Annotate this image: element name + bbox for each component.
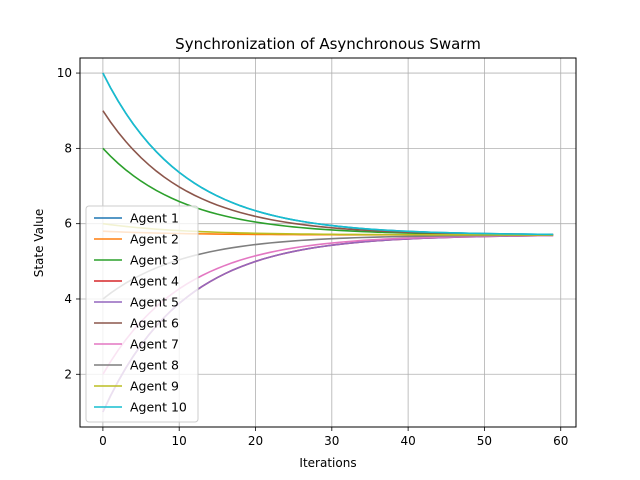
x-axis-ticks: 0 10 20 30 40 50 60 [99, 427, 568, 448]
chart-title: Synchronization of Asynchronous Swarm [175, 35, 481, 53]
x-tick-label: 30 [324, 434, 339, 448]
series-line-agent-10 [102, 72, 554, 236]
x-tick-label: 50 [477, 434, 492, 448]
y-tick-label: 8 [64, 141, 72, 155]
x-tick-label: 10 [172, 434, 187, 448]
legend: Agent 1 Agent 2 Agent 3 Agent 4 Agent 5 Agent… [85, 205, 199, 423]
y-tick-label: 10 [57, 66, 72, 80]
legend-label: Agent 7 [130, 337, 179, 352]
x-axis-label: Iterations [299, 456, 356, 470]
y-tick-label: 2 [64, 367, 72, 381]
x-tick-label: 20 [248, 434, 263, 448]
x-tick-label: 40 [400, 434, 415, 448]
legend-label: Agent 10 [130, 400, 187, 415]
x-tick-label: 60 [553, 434, 568, 448]
legend-label: Agent 6 [130, 316, 179, 331]
y-axis-label: State Value [32, 209, 46, 278]
legend-label: Agent 5 [130, 295, 179, 310]
legend-label: Agent 8 [130, 358, 179, 373]
legend-label: Agent 9 [130, 379, 179, 394]
y-tick-label: 6 [64, 217, 72, 231]
grid [80, 58, 576, 427]
y-axis-ticks: 2 4 6 8 10 [57, 66, 80, 381]
legend-label: Agent 4 [130, 274, 179, 289]
legend-label: Agent 2 [130, 232, 179, 247]
plot-frame [79, 57, 577, 428]
x-tick-label: 0 [99, 434, 107, 448]
legend-label: Agent 3 [130, 253, 179, 268]
legend-label: Agent 1 [130, 211, 179, 226]
y-tick-label: 4 [64, 292, 72, 306]
